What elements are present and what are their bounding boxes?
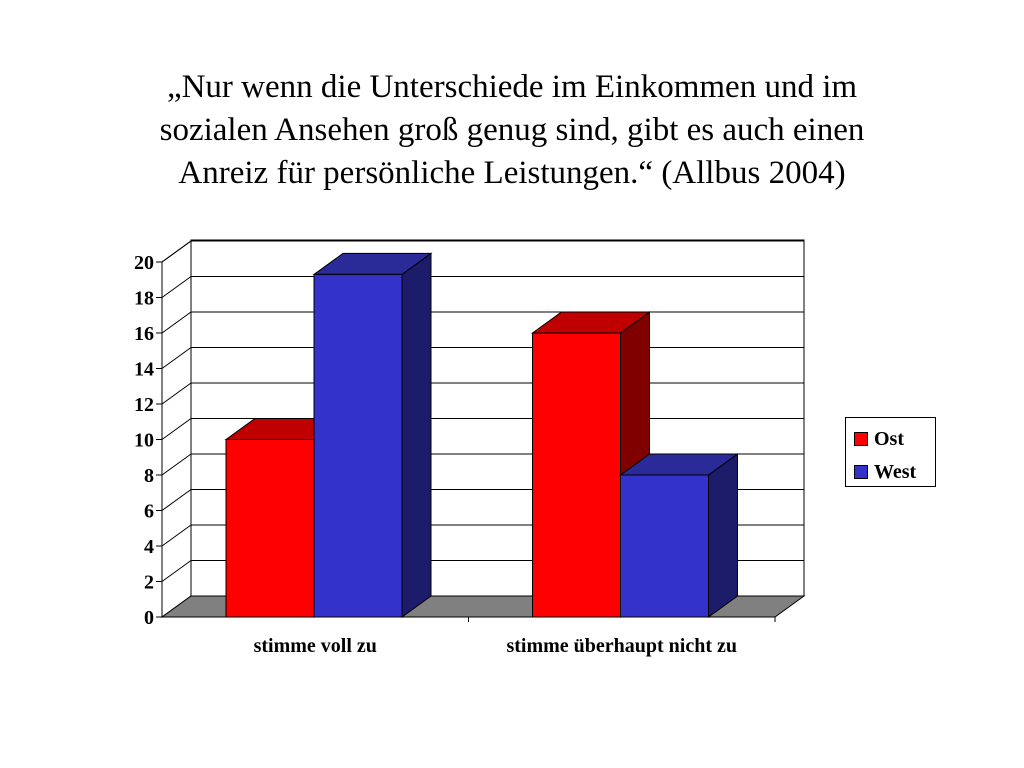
gridline-side xyxy=(161,382,192,405)
legend-item-west: West xyxy=(854,461,916,483)
gridline-side xyxy=(161,311,192,334)
bar-west-0 xyxy=(313,273,403,618)
gridline-side xyxy=(161,524,192,547)
legend-item-ost: Ost xyxy=(854,428,904,450)
title-line-1: „Nur wenn die Unterschiede im Einkommen … xyxy=(166,69,858,105)
gridline-side xyxy=(161,276,192,298)
x-tick-label: stimme überhaupt nicht zu xyxy=(506,635,737,657)
y-tick-label: 12 xyxy=(134,394,154,416)
gridline-side xyxy=(161,453,192,476)
legend-label-ost: Ost xyxy=(874,427,904,450)
y-tick-label: 14 xyxy=(134,359,154,381)
bar-ost-1 xyxy=(532,332,621,618)
y-tick-label: 2 xyxy=(144,572,154,594)
title-line-3: Anreiz für persönliche Leistungen.“ (All… xyxy=(178,155,846,191)
chart-legend: Ost West xyxy=(845,417,936,487)
slide-title: „Nur wenn die Unterschiede im Einkommen … xyxy=(40,66,984,195)
y-tick-label: 6 xyxy=(144,501,154,523)
gridline-side xyxy=(161,347,192,369)
y-tick-label: 16 xyxy=(134,323,154,345)
bar-side-west-0 xyxy=(401,252,432,618)
bar-west-1 xyxy=(620,474,709,618)
bar-ost-0 xyxy=(225,439,315,618)
y-tick-label: 10 xyxy=(134,430,154,452)
y-tick-label: 0 xyxy=(144,607,154,629)
legend-swatch-west xyxy=(854,465,868,479)
gridline-side xyxy=(161,418,192,440)
y-tick-label: 8 xyxy=(144,465,154,487)
y-tick-label: 18 xyxy=(134,288,154,310)
gridline-side xyxy=(161,240,192,263)
gridline-side xyxy=(161,560,192,582)
y-tick-label: 20 xyxy=(134,252,154,274)
title-line-2: sozialen Ansehen groß genug sind, gibt e… xyxy=(159,112,865,148)
legend-swatch-ost xyxy=(854,432,868,446)
bar-side-west-1 xyxy=(708,453,738,618)
gridline-side xyxy=(161,489,192,511)
legend-label-west: West xyxy=(874,460,917,483)
y-tick-label: 4 xyxy=(144,536,154,558)
x-tick-label: stimme voll zu xyxy=(254,635,377,657)
